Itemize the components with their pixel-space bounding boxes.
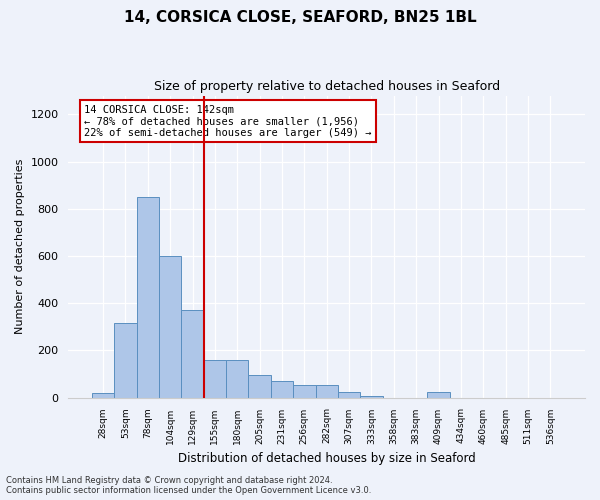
Bar xyxy=(181,310,204,398)
Bar xyxy=(427,392,450,398)
Title: Size of property relative to detached houses in Seaford: Size of property relative to detached ho… xyxy=(154,80,500,93)
X-axis label: Distribution of detached houses by size in Seaford: Distribution of detached houses by size … xyxy=(178,452,476,465)
Bar xyxy=(137,197,159,398)
Text: Contains HM Land Registry data © Crown copyright and database right 2024.
Contai: Contains HM Land Registry data © Crown c… xyxy=(6,476,371,495)
Text: 14, CORSICA CLOSE, SEAFORD, BN25 1BL: 14, CORSICA CLOSE, SEAFORD, BN25 1BL xyxy=(124,10,476,25)
Bar xyxy=(204,360,226,398)
Bar xyxy=(248,375,271,398)
Y-axis label: Number of detached properties: Number of detached properties xyxy=(15,159,25,334)
Bar xyxy=(226,360,248,398)
Bar xyxy=(271,381,293,398)
Bar xyxy=(338,392,360,398)
Bar xyxy=(360,396,383,398)
Bar xyxy=(293,384,316,398)
Bar xyxy=(114,323,137,398)
Bar xyxy=(92,393,114,398)
Bar xyxy=(159,256,181,398)
Bar xyxy=(316,384,338,398)
Text: 14 CORSICA CLOSE: 142sqm
← 78% of detached houses are smaller (1,956)
22% of sem: 14 CORSICA CLOSE: 142sqm ← 78% of detach… xyxy=(84,104,371,138)
